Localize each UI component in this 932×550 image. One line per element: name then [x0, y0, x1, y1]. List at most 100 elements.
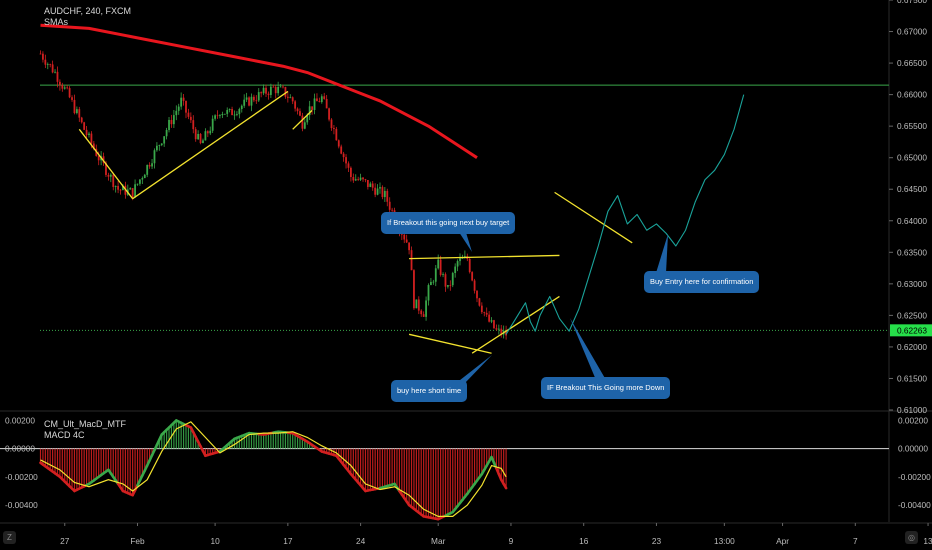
candle-body [383, 190, 386, 198]
candle-body [354, 179, 357, 181]
candle-body [320, 96, 323, 103]
candle-body [54, 71, 56, 73]
candle-body [417, 299, 420, 311]
candle-body [107, 174, 110, 177]
candle-body [165, 129, 168, 137]
price-tick-label: 0.62500 [897, 310, 927, 320]
projection-path [505, 94, 745, 335]
candle-body [114, 185, 117, 187]
candle-body [250, 96, 253, 106]
candle-body [335, 128, 338, 141]
candle-body [61, 85, 64, 89]
candle-body [214, 115, 216, 119]
candle-body [216, 115, 219, 117]
candle-body [44, 59, 47, 65]
candle-body [88, 133, 90, 136]
candle-body [497, 328, 500, 330]
candle-body [197, 133, 200, 140]
candle-body [146, 164, 149, 175]
candle-body [49, 64, 52, 65]
candle-body [262, 87, 265, 94]
candle-body [340, 146, 343, 154]
candle-body [422, 314, 425, 317]
settings-gear-button[interactable]: ◎ [905, 531, 918, 544]
candle-body [182, 97, 185, 101]
callout-buy-here[interactable]: buy here short time [391, 380, 468, 402]
candle-body [112, 174, 115, 187]
candle-body [267, 93, 270, 95]
candle-body [301, 115, 304, 129]
macd-subtitle: MACD 4C [44, 430, 85, 440]
symbol-title: AUDCHF, 240, FXCM [44, 6, 132, 16]
candle-body [255, 100, 258, 102]
candle-body [364, 179, 367, 181]
candle-body [85, 129, 88, 136]
time-tick-label: Mar [431, 536, 446, 546]
candle-body [39, 53, 42, 55]
time-tick-label: 24 [356, 536, 366, 546]
candle-body [236, 114, 238, 115]
candle-body [447, 285, 449, 287]
candle-body [199, 133, 202, 144]
candle-body [248, 97, 250, 106]
candle-body [168, 119, 170, 130]
macd-tick-label-right: -0.00200 [898, 472, 931, 482]
candle-body [269, 86, 272, 95]
candle-body [189, 116, 192, 121]
candle-body [352, 177, 355, 181]
zoom-reset-button[interactable]: Z [3, 531, 16, 544]
candle-body [342, 153, 345, 158]
price-tick-label: 0.65500 [897, 121, 927, 131]
candle-body [109, 174, 112, 177]
candles-layer [39, 50, 507, 340]
time-tick-label: 23 [652, 536, 662, 546]
candle-body [119, 189, 122, 191]
candle-body [427, 285, 430, 301]
callout-buy-entry[interactable]: Buy Entry here for confirmation [644, 271, 760, 293]
candle-body [415, 299, 418, 309]
trendline-1 [78, 128, 134, 200]
candle-body [177, 106, 180, 111]
projection-layer [505, 94, 745, 335]
candle-body [291, 97, 294, 102]
candle-body [68, 88, 71, 98]
candle-body [282, 86, 284, 88]
candle-body [206, 131, 209, 134]
candle-body [403, 234, 406, 240]
callout-pointer-4 [570, 318, 606, 380]
current-price-label: 0.62263 [897, 325, 927, 335]
candle-body [296, 108, 299, 112]
candle-body [180, 97, 183, 107]
candle-body [374, 187, 377, 195]
candle-body [386, 190, 389, 202]
candle-body [505, 330, 507, 336]
candle-body [439, 259, 442, 275]
candle-body [311, 106, 313, 110]
candle-body [97, 155, 100, 161]
trendline-7 [554, 191, 633, 244]
macd-tick-label-left: 0.00200 [5, 415, 35, 425]
candle-body [420, 310, 423, 315]
callout-breakout-down[interactable]: IF Breakout This Going more Down [541, 377, 671, 399]
candle-body [185, 100, 187, 113]
macd-tick-label-left: -0.00400 [5, 500, 38, 510]
macd-tick-label-left: 0.00000 [5, 444, 35, 454]
candle-body [175, 110, 178, 116]
candle-body [444, 274, 447, 287]
candle-body [151, 163, 153, 167]
callout-breakout-up[interactable]: If Breakout this going next buy target [381, 212, 516, 234]
candle-body [153, 150, 156, 164]
candle-body [156, 145, 158, 151]
candle-body [488, 314, 491, 322]
candle-body [391, 209, 394, 211]
candle-body [471, 272, 474, 281]
macd-tick-label-right: 0.00200 [898, 415, 928, 425]
candle-body [90, 133, 93, 144]
candle-body [66, 87, 69, 89]
candle-body [437, 259, 440, 269]
candle-body [202, 140, 204, 144]
candle-body [223, 113, 226, 115]
candle-body [357, 179, 360, 180]
